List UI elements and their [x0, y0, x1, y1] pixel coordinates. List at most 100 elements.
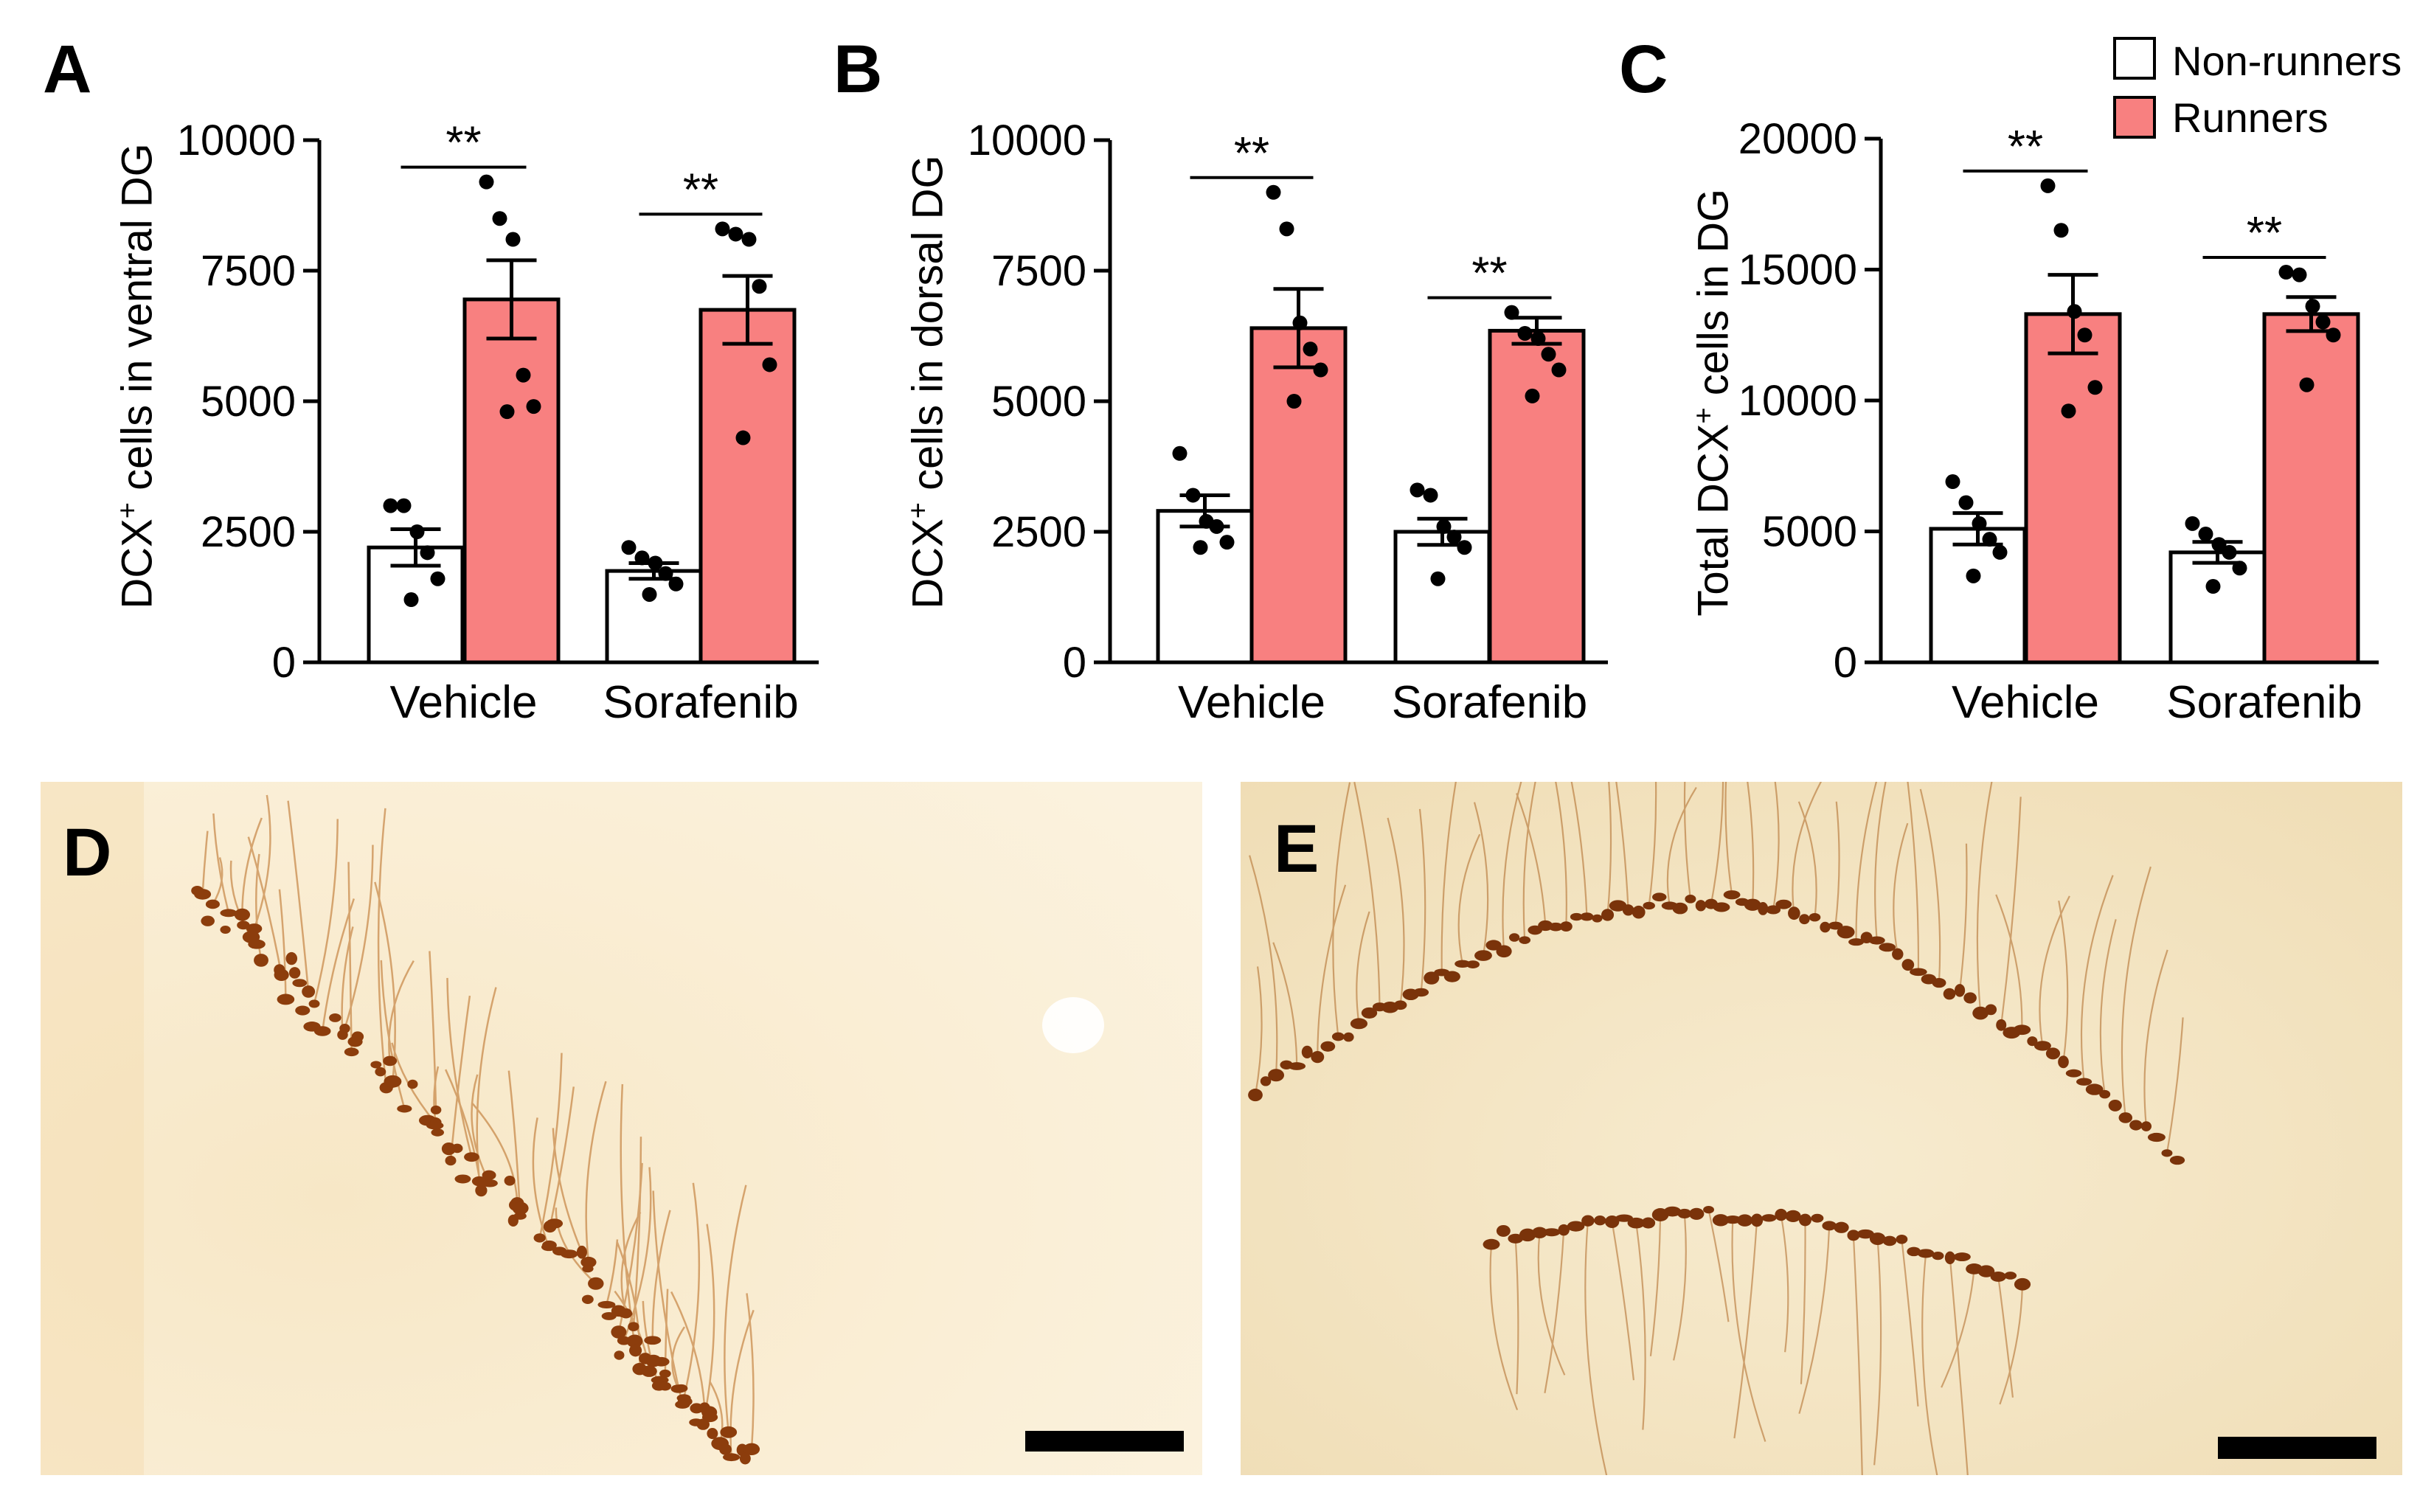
dendrite	[1332, 782, 1351, 1037]
data-point	[658, 566, 673, 581]
stained-cell	[431, 1128, 444, 1137]
stained-cell	[1443, 971, 1460, 982]
data-point	[1430, 571, 1446, 586]
stained-cell	[617, 1310, 633, 1318]
stained-cell	[1713, 902, 1730, 912]
stained-cell	[2085, 1083, 2104, 1095]
stained-cell	[2076, 1078, 2093, 1086]
significance-marker: **	[683, 164, 718, 215]
stained-cell	[384, 1075, 402, 1088]
bar-charts: 0 2500 5000 7500 10000 Vehicle ** Sorafenib ** 0 2…	[177, 115, 2379, 728]
y-tick-label: 5000	[201, 378, 296, 426]
data-point	[1266, 184, 1281, 200]
stained-cell	[1268, 1069, 1285, 1082]
data-point	[1410, 482, 1425, 498]
data-point	[2185, 516, 2200, 531]
x-tick-label-vehicle: Vehicle	[1178, 677, 1325, 728]
dendrite	[651, 1210, 671, 1341]
data-point	[668, 576, 684, 592]
stained-cell	[292, 979, 308, 988]
dendrite	[1673, 1213, 1687, 1361]
stained-cell	[626, 1334, 643, 1348]
stained-cell	[445, 1155, 457, 1166]
data-point	[621, 540, 637, 555]
y-tick-label: 2500	[991, 508, 1086, 556]
data-point	[741, 232, 757, 247]
stained-cell	[237, 920, 250, 930]
stained-cell	[482, 1179, 498, 1187]
dendrite	[1710, 782, 1724, 904]
stained-cell	[1901, 959, 1915, 971]
stained-cell	[1848, 938, 1865, 946]
dendrite	[1958, 843, 1968, 991]
legend-label-non-runners: Non-runners	[2172, 38, 2402, 84]
stained-cell	[220, 925, 231, 934]
data-point	[1982, 532, 1997, 547]
micrograph-d-image	[41, 782, 1202, 1475]
stained-cell	[1750, 1213, 1764, 1227]
bar-non-runners-sorafenib	[2168, 550, 2267, 665]
dendrite	[1997, 1276, 2014, 1398]
data-point	[1541, 347, 1556, 362]
data-point	[715, 221, 730, 237]
dendrite	[247, 836, 282, 976]
y-tick-label: 0	[272, 639, 296, 687]
stained-cell	[1567, 1221, 1585, 1232]
stained-cell	[454, 1174, 471, 1184]
legend-label-runners: Runners	[2172, 94, 2329, 141]
bar-non-runners-vehicle	[1929, 527, 2027, 665]
stained-cell	[659, 1381, 672, 1391]
stained-cell	[1508, 933, 1520, 942]
dendrite	[377, 808, 387, 1088]
micrograph-e-image	[1241, 782, 2402, 1475]
stained-cell	[1828, 921, 1843, 930]
dendrite	[1707, 1209, 1730, 1322]
dendrite	[388, 960, 415, 1061]
stained-cell	[1320, 1041, 1336, 1052]
stained-cell	[1943, 988, 1956, 1000]
stained-cell	[475, 1185, 488, 1197]
stained-cell	[2013, 1024, 2031, 1036]
stained-cell	[295, 1005, 311, 1016]
panel-label-d: D	[63, 815, 112, 890]
dendrite	[1921, 1253, 1938, 1475]
stained-cell	[1496, 1224, 1511, 1237]
dendrite	[1800, 1220, 1806, 1384]
stained-cell	[1592, 914, 1603, 923]
stained-cell	[441, 1142, 457, 1156]
data-point	[735, 430, 751, 445]
stained-cell	[560, 1249, 578, 1259]
dendrite	[1893, 822, 1909, 954]
dendrite	[1834, 801, 1840, 926]
data-point	[2067, 304, 2082, 319]
legend-swatch-runners	[2113, 96, 2156, 139]
panel-label-b: B	[833, 32, 883, 107]
stained-cell	[1570, 912, 1583, 921]
micrograph-d: D	[41, 782, 1202, 1475]
dendrite	[1747, 782, 1755, 905]
data-point	[1185, 488, 1201, 503]
stained-cell	[1519, 1228, 1536, 1242]
dendrite	[1683, 782, 1691, 899]
stained-cell	[1641, 1217, 1656, 1229]
stained-cell	[1677, 1208, 1692, 1219]
stained-cell	[1766, 905, 1781, 915]
dendrite	[1901, 1239, 1919, 1407]
dendrite	[682, 1182, 701, 1398]
dendrite	[212, 813, 230, 914]
dendrite	[471, 1074, 491, 1184]
data-point	[2205, 579, 2221, 594]
stained-cell	[644, 1336, 662, 1345]
stained-cell	[302, 985, 316, 998]
data-point	[1945, 474, 1960, 490]
scale-bar-e	[2218, 1437, 2376, 1459]
dendrite	[1873, 1238, 1882, 1466]
dendrite	[724, 1185, 747, 1432]
dendrite	[1731, 1219, 1766, 1442]
data-point	[505, 232, 521, 247]
bar-runners-vehicle	[1249, 326, 1348, 665]
dendrite	[1999, 1284, 2024, 1405]
data-point	[1303, 341, 1318, 357]
stained-cell	[288, 967, 301, 979]
data-point	[1172, 445, 1187, 461]
